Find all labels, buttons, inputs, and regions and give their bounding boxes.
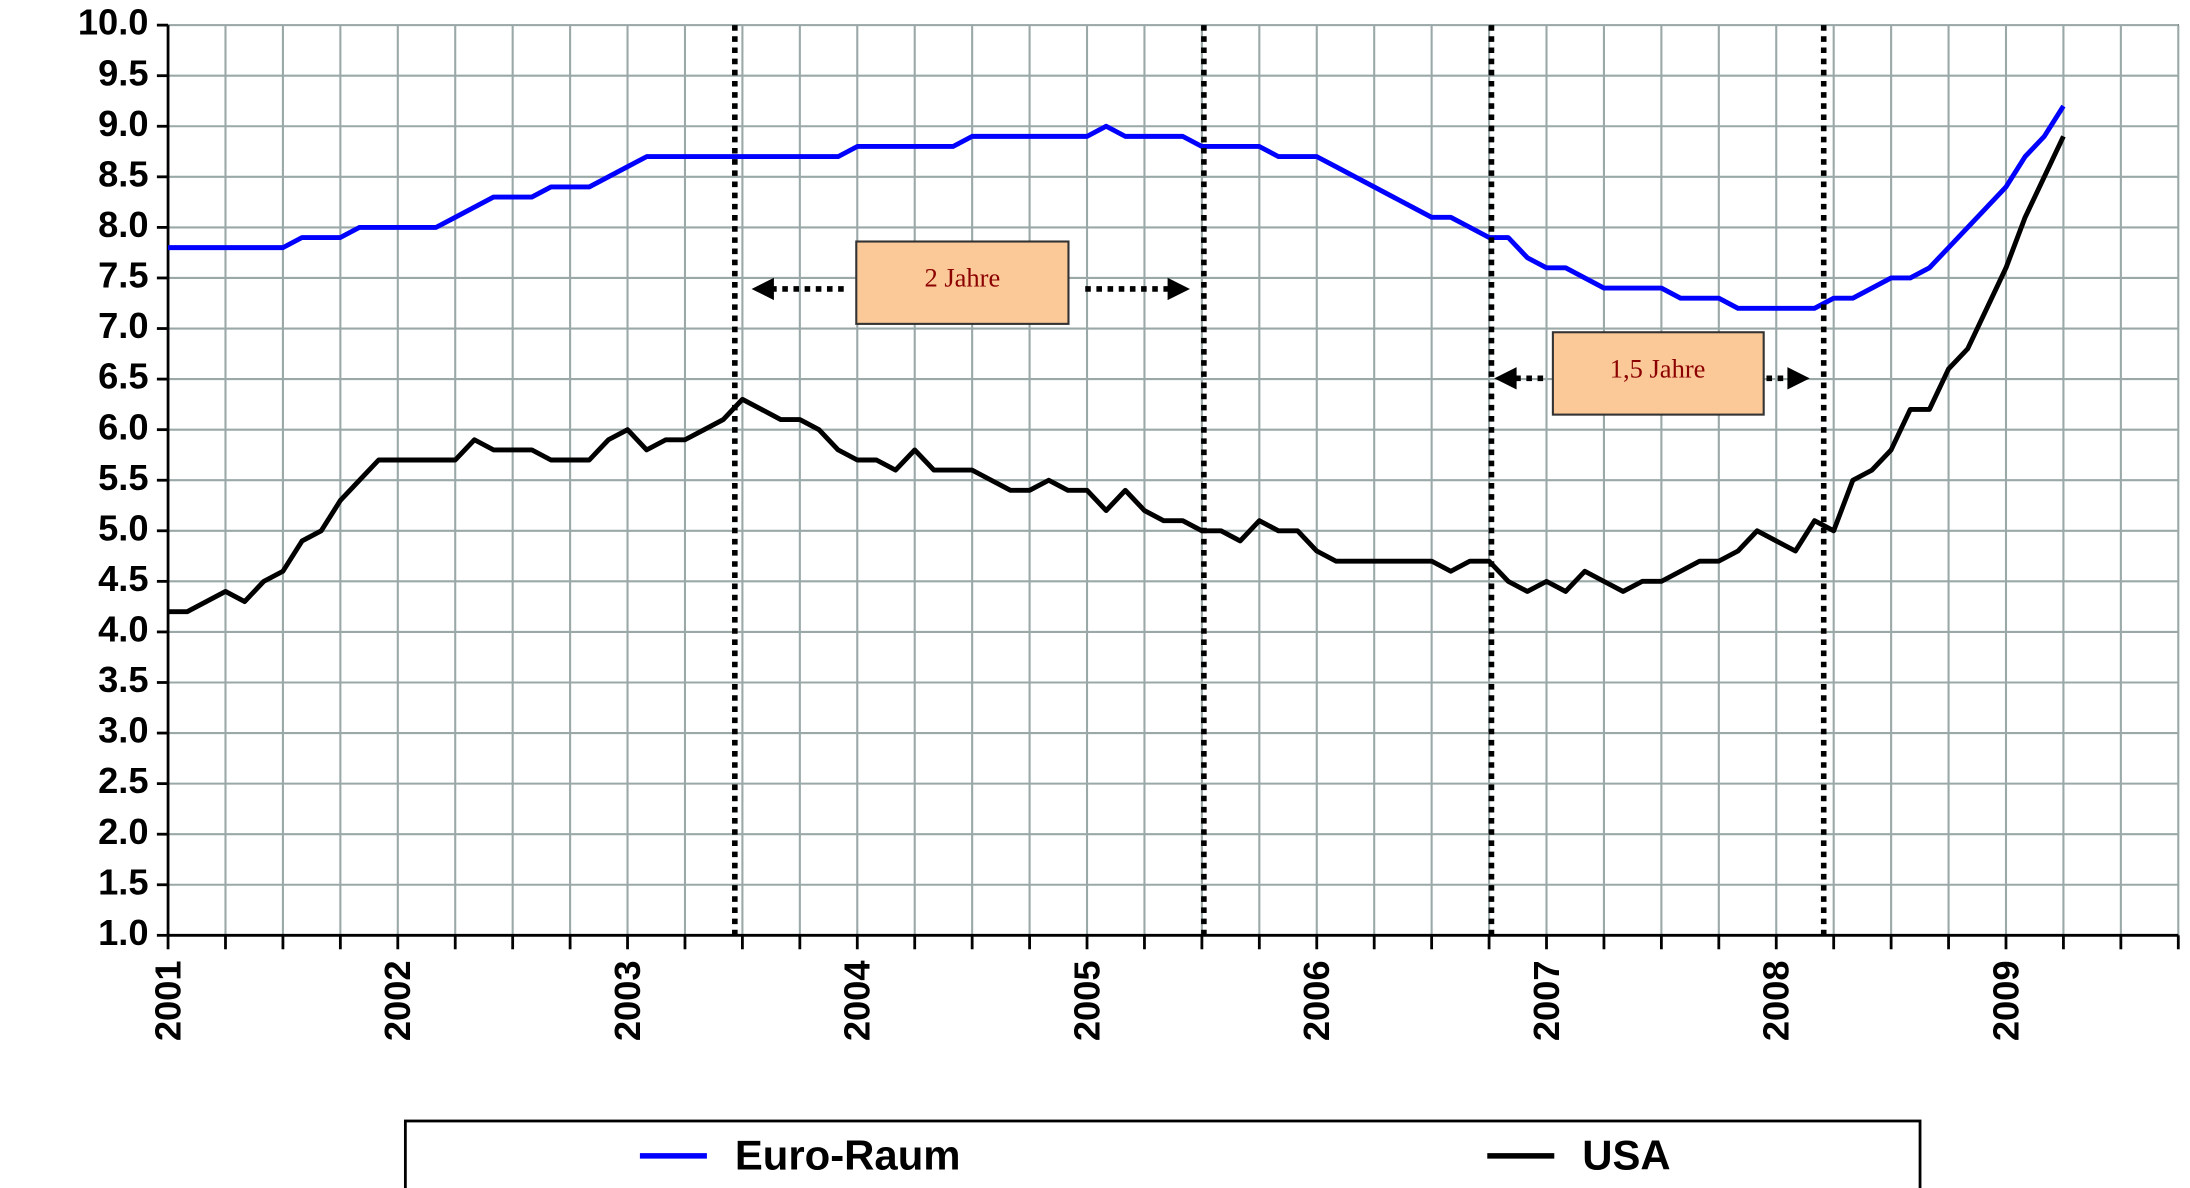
y-tick-label: 9.5	[98, 52, 148, 93]
x-tick-label: 2009	[1985, 960, 2026, 1041]
y-tick-label: 1.5	[98, 861, 148, 902]
legend-box	[403, 1119, 1922, 1188]
y-tick-label: 6.0	[98, 406, 148, 447]
arrow-head	[1787, 367, 1810, 390]
y-tick-label: 9.0	[98, 103, 148, 144]
series-line	[168, 135, 2066, 615]
grid: 1.0 1.5 2.0 2.5 3.0 3.5 4.0 4.5 5.0 5.5 6.0 6.5 7.0 7…	[78, 2, 2180, 1041]
y-tick-label: 4.0	[98, 609, 148, 650]
y-tick-label: 3.0	[98, 710, 148, 751]
x-tick-label: 2006	[1296, 960, 1337, 1041]
y-tick-label: 5.0	[98, 507, 148, 548]
annotation-box	[1551, 331, 1765, 416]
y-tick-label: 8.5	[98, 153, 148, 194]
arrow-head	[751, 277, 774, 301]
annotation-box	[855, 240, 1070, 325]
legend-label: Euro-Raum	[735, 1132, 961, 1179]
annotation: 2 Jahre	[924, 263, 1000, 293]
y-tick-label: 6.5	[98, 356, 148, 397]
plot	[168, 104, 2066, 615]
y-tick-label: 5.5	[98, 457, 148, 498]
y-tick-label: 2.0	[98, 811, 148, 852]
y-tick-label: 4.5	[98, 558, 148, 599]
y-tick-label: 2.5	[98, 760, 148, 801]
legend: Euro-Raum USA	[639, 1132, 1671, 1179]
series-line	[168, 104, 2066, 311]
x-tick-label: 2002	[377, 960, 418, 1041]
x-tick-label: 2004	[837, 960, 878, 1041]
x-tick-label: 2001	[147, 960, 188, 1041]
y-tick-label: 8.0	[98, 204, 148, 245]
x-tick-label: 2007	[1526, 960, 1567, 1041]
y-tick-label: 7.5	[98, 255, 148, 296]
y-tick-label: 10.0	[78, 2, 149, 43]
x-tick-label: 2005	[1066, 960, 1107, 1041]
annotations	[732, 25, 1827, 936]
arrow-head	[1494, 367, 1517, 390]
arrow-heads	[751, 277, 1810, 390]
y-tick-label: 1.0	[98, 912, 148, 953]
y-tick-label: 3.5	[98, 659, 148, 700]
annotation: 1,5 Jahre	[1610, 353, 1706, 383]
legend-label: USA	[1582, 1132, 1670, 1179]
x-tick-label: 2003	[607, 960, 648, 1041]
arrow-head	[1167, 277, 1190, 301]
x-tick-label: 2008	[1756, 960, 1797, 1041]
y-tick-label: 7.0	[98, 305, 148, 346]
